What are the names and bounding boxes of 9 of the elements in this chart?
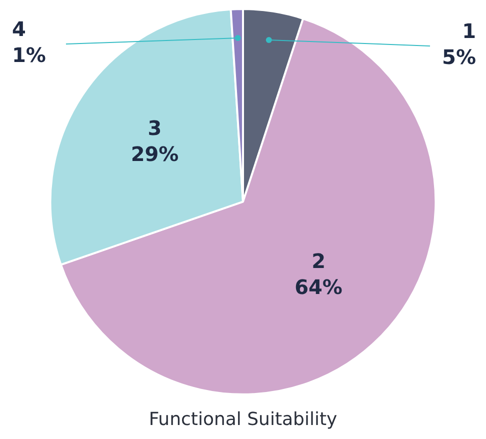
data-label: 1% — [12, 43, 46, 68]
slice-label: 1 — [462, 19, 476, 44]
slice-label: 4 — [12, 17, 26, 42]
data-label: 29% — [130, 142, 179, 166]
text: Functional Suitability — [148, 408, 338, 430]
slice-label: 3 — [148, 116, 162, 140]
slice-label: 2 — [312, 249, 326, 274]
data-label: 64% — [294, 275, 342, 300]
data-label: 5% — [442, 45, 476, 70]
